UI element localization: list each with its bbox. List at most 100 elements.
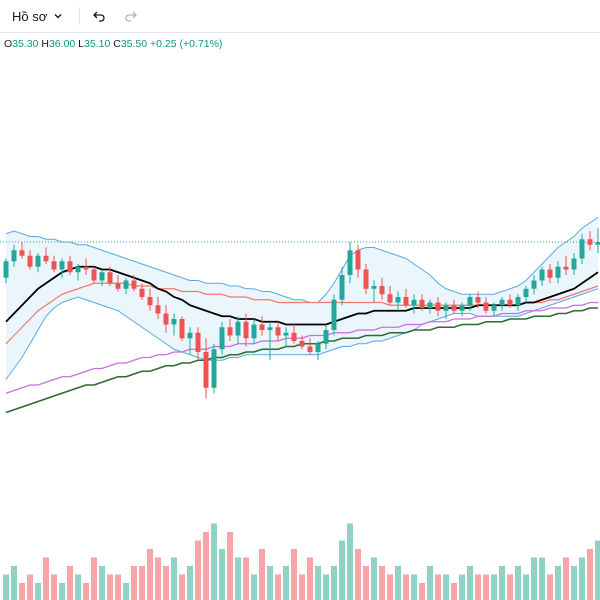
- candle: [155, 297, 161, 319]
- candle: [275, 321, 281, 341]
- candle: [219, 321, 225, 355]
- candle: [523, 286, 529, 303]
- candle: [203, 338, 209, 399]
- candle-body: [459, 305, 465, 311]
- candle: [563, 255, 569, 275]
- candle: [507, 294, 513, 308]
- candle-body: [299, 341, 305, 347]
- candle: [315, 341, 321, 361]
- volume-bar: [67, 566, 73, 600]
- candle-body: [283, 332, 289, 336]
- candle-body: [307, 346, 313, 352]
- volume-bar: [171, 557, 177, 600]
- high-label: H: [41, 38, 49, 50]
- candle: [291, 324, 297, 344]
- candle-body: [571, 258, 577, 270]
- open-label: O: [4, 38, 13, 50]
- ma-black-line: [5, 265, 599, 326]
- redo-icon: [124, 9, 138, 23]
- candle: [267, 321, 273, 361]
- candle-body: [539, 269, 545, 281]
- volume-bar: [595, 540, 600, 600]
- high-value: 36.00: [48, 38, 76, 50]
- bollinger-bands: [5, 216, 599, 380]
- candle: [259, 316, 265, 336]
- candle: [363, 264, 369, 295]
- profile-label: Hồ sơ: [12, 8, 48, 24]
- candle-body: [483, 302, 489, 311]
- volume-bar: [107, 574, 113, 600]
- close-value: 35.50: [120, 38, 148, 50]
- candle: [67, 255, 73, 275]
- close-label: C: [113, 38, 121, 50]
- candlesticks: [3, 228, 600, 399]
- candle-body: [131, 280, 137, 289]
- candle: [115, 275, 121, 292]
- candle: [75, 264, 81, 281]
- volume-bar: [347, 523, 353, 600]
- redo-button[interactable]: [118, 3, 144, 29]
- candle-body: [179, 319, 185, 339]
- volume-bar: [115, 574, 121, 600]
- candle-body: [435, 302, 441, 311]
- volume-bars: [3, 523, 600, 600]
- volume-bar: [163, 566, 169, 600]
- candle-body: [163, 313, 169, 325]
- candle: [51, 255, 57, 273]
- candle: [331, 294, 337, 336]
- volume-bar: [203, 532, 209, 600]
- volume-bar: [331, 566, 337, 600]
- candle-body: [203, 352, 209, 388]
- volume-bar: [507, 574, 513, 600]
- candle-body: [3, 261, 9, 278]
- volume-bar: [267, 566, 273, 600]
- candle: [579, 233, 585, 264]
- volume-bar: [299, 574, 305, 600]
- volume-bar: [19, 583, 25, 600]
- volume-bar: [243, 557, 249, 600]
- candle: [547, 264, 553, 284]
- volume-bar: [363, 566, 369, 600]
- volume-bar: [355, 549, 361, 600]
- volume-bar: [235, 557, 241, 600]
- candle: [187, 327, 193, 355]
- low-label: L: [78, 38, 85, 50]
- candle: [339, 266, 345, 306]
- open-value: 35.30: [12, 38, 39, 50]
- volume-bar: [291, 549, 297, 600]
- candle-body: [275, 327, 281, 336]
- candle: [371, 280, 377, 303]
- candle: [19, 242, 25, 259]
- candle: [595, 228, 600, 253]
- candle: [243, 313, 249, 347]
- candle-body: [19, 250, 25, 256]
- candle: [587, 231, 593, 251]
- undo-button[interactable]: [86, 3, 112, 29]
- profile-dropdown-button[interactable]: Hồ sơ: [6, 3, 69, 29]
- candle-body: [11, 250, 17, 262]
- candle: [139, 283, 145, 300]
- volume-bar: [371, 557, 377, 600]
- candle-body: [547, 269, 553, 278]
- candle-body: [251, 324, 257, 339]
- candle-body: [91, 269, 97, 281]
- candle: [555, 261, 561, 284]
- candle-body: [403, 297, 409, 306]
- candle: [99, 269, 105, 286]
- candle-body: [51, 261, 57, 270]
- candle: [307, 338, 313, 355]
- candle: [443, 302, 449, 319]
- candle-body: [187, 332, 193, 339]
- candle: [35, 253, 41, 273]
- candle: [403, 288, 409, 308]
- candle-body: [395, 297, 401, 303]
- candle-body: [371, 286, 377, 289]
- candle-body: [259, 324, 265, 330]
- price-chart[interactable]: [0, 33, 600, 600]
- volume-bar: [403, 574, 409, 600]
- change-value: +0.25 (+0.71%): [150, 38, 223, 50]
- candle: [435, 297, 441, 317]
- candle: [515, 294, 521, 311]
- bollinger-lower-line: [5, 288, 599, 380]
- volume-bar: [307, 557, 313, 600]
